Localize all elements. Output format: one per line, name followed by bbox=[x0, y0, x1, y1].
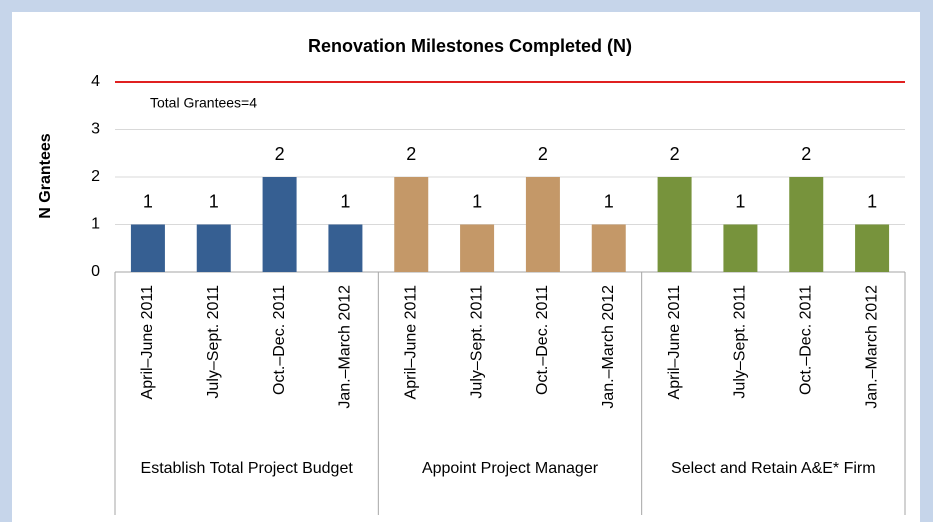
bar bbox=[525, 177, 560, 272]
bar bbox=[460, 224, 495, 272]
y-tick-label: 1 bbox=[91, 216, 100, 233]
bar bbox=[789, 177, 824, 272]
group-label: Select and Retain A&E* Firm bbox=[671, 460, 876, 477]
reference-label: Total Grantees=4 bbox=[150, 95, 257, 111]
x-tick-label: April–June 2011 bbox=[666, 285, 683, 400]
bar bbox=[196, 224, 231, 272]
x-tick-label: July–Sept. 2011 bbox=[732, 285, 749, 399]
bar bbox=[262, 177, 297, 272]
y-tick-label: 3 bbox=[91, 121, 100, 138]
data-label: 2 bbox=[801, 144, 811, 164]
bar bbox=[591, 224, 626, 272]
y-tick-label: 0 bbox=[91, 263, 100, 280]
x-tick-label: Jan.–March 2012 bbox=[863, 285, 880, 409]
data-label: 1 bbox=[209, 191, 219, 211]
bar bbox=[657, 177, 692, 272]
data-label: 1 bbox=[735, 191, 745, 211]
data-label: 1 bbox=[604, 191, 614, 211]
chart-title: Renovation Milestones Completed (N) bbox=[308, 36, 632, 56]
data-label: 2 bbox=[670, 144, 680, 164]
x-tick-label: Oct.–Dec. 2011 bbox=[797, 285, 814, 395]
data-label: 2 bbox=[275, 144, 285, 164]
x-tick-label: Jan.–March 2012 bbox=[337, 285, 354, 409]
data-label: 1 bbox=[867, 191, 877, 211]
group-label: Appoint Project Manager bbox=[421, 460, 599, 477]
bar bbox=[394, 177, 429, 272]
bar bbox=[723, 224, 758, 272]
x-tick-label: July–Sept. 2011 bbox=[205, 285, 222, 399]
data-label: 1 bbox=[340, 191, 350, 211]
x-tick-label: July–Sept. 2011 bbox=[468, 285, 485, 399]
data-label: 1 bbox=[143, 191, 153, 211]
y-axis-label: N Grantees bbox=[37, 133, 54, 218]
data-label: 2 bbox=[538, 144, 548, 164]
x-tick-label: Oct.–Dec. 2011 bbox=[271, 285, 288, 395]
bar bbox=[855, 224, 890, 272]
data-label: 2 bbox=[406, 144, 416, 164]
bar bbox=[130, 224, 165, 272]
group-label: Establish Total Project Budget bbox=[140, 460, 353, 477]
x-tick-label: April–June 2011 bbox=[139, 285, 156, 400]
data-label: 1 bbox=[472, 191, 482, 211]
bar bbox=[328, 224, 363, 272]
x-tick-label: Oct.–Dec. 2011 bbox=[534, 285, 551, 395]
x-tick-label: April–June 2011 bbox=[402, 285, 419, 400]
y-tick-label: 4 bbox=[91, 73, 100, 90]
x-tick-label: Jan.–March 2012 bbox=[600, 285, 617, 409]
y-tick-label: 2 bbox=[91, 168, 100, 185]
